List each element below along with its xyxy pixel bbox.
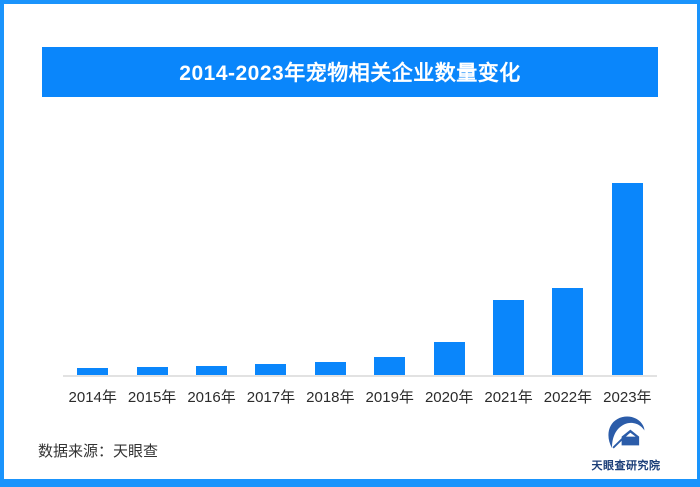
tianyancha-logo-icon (608, 416, 645, 449)
bar-column (301, 180, 360, 375)
bar-column (598, 180, 657, 375)
x-axis-label: 2022年 (543, 389, 593, 406)
bar-2018年 (314, 362, 346, 375)
bar-column (122, 180, 181, 375)
x-axis-line (63, 375, 657, 377)
x-axis-label: 2019年 (365, 389, 414, 406)
x-axis-label: 2016年 (187, 389, 236, 406)
bar-column (63, 180, 122, 375)
x-axis-label: 2020年 (424, 389, 474, 406)
bar-2017年 (255, 364, 287, 375)
brand-logo: 天眼查研究院 (585, 413, 667, 473)
bar-2014年 (77, 368, 109, 375)
bar-2023年 (611, 183, 643, 375)
bar-column (419, 180, 478, 375)
bar-column (182, 180, 241, 375)
bar-2020年 (433, 342, 465, 375)
brand-name: 天眼查研究院 (591, 460, 661, 472)
x-axis-labels-row: 2014年 2015年 2016年 2017年 2018年 2019年 2020年 2021年… (63, 386, 657, 407)
chart-title: 2014-2023年宠物相关企业数量变化 (179, 62, 521, 85)
chart-title-banner: 2014-2023年宠物相关企业数量变化 (42, 47, 658, 97)
bar-2016年 (196, 366, 228, 375)
bar-2015年 (136, 367, 168, 375)
x-axis-label: 2015年 (127, 389, 177, 406)
bars-row (63, 180, 657, 375)
x-axis-label: 2018年 (306, 389, 355, 406)
bar-column (241, 180, 300, 375)
bar-2021年 (493, 300, 525, 375)
bar-column (479, 180, 538, 375)
bar-2022年 (552, 288, 584, 375)
x-axis-label: 2023年 (603, 389, 652, 406)
bar-column (360, 180, 419, 375)
data-source-note: 数据来源：天眼查 (38, 443, 159, 460)
bar-column (538, 180, 597, 375)
bar-2019年 (374, 357, 406, 375)
x-axis-label: 2017年 (246, 389, 296, 406)
x-axis-label: 2021年 (484, 389, 533, 406)
x-axis-label: 2014年 (68, 389, 117, 406)
